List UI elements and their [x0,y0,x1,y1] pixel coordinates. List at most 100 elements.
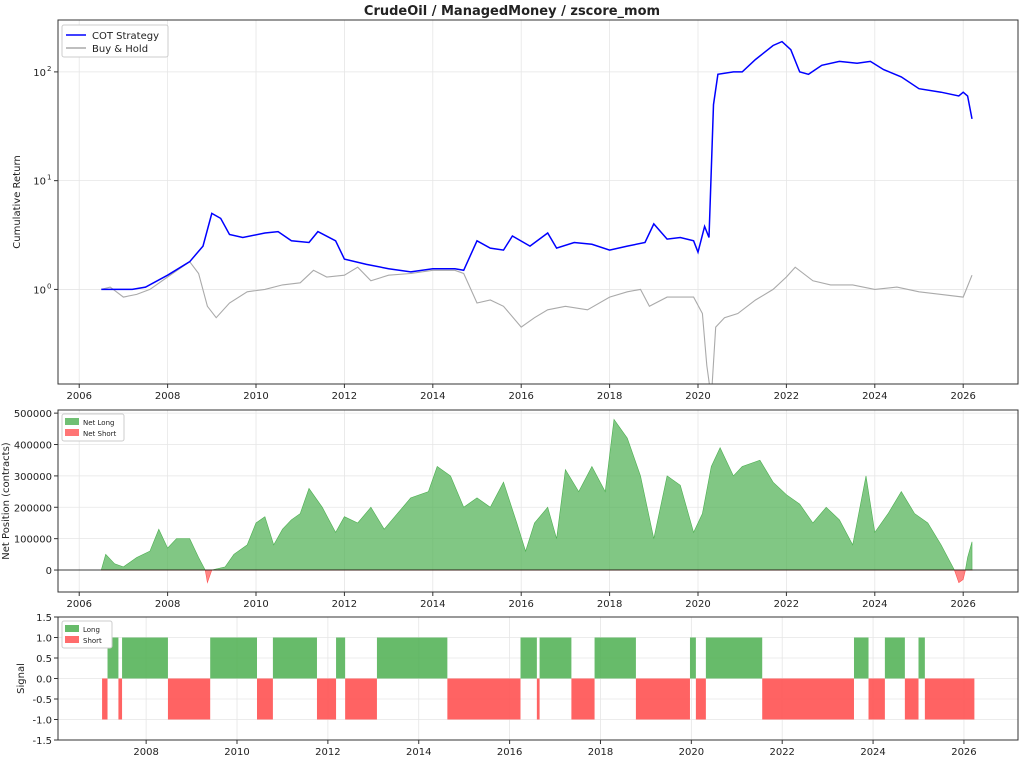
x-tick-label: 2026 [951,747,976,758]
short-signal-bar [924,678,975,720]
short-signal-bar [316,678,337,720]
legend-swatch [65,625,79,632]
legend-swatch [65,636,79,643]
legend-label: Short [83,637,102,645]
long-signal-bar [594,637,636,679]
long-signal-bar [539,637,572,679]
series-line-buyhold [101,260,973,384]
y-tick-exponent: 0 [47,282,51,290]
x-tick-label: 2016 [497,747,522,758]
long-signal-bar [272,637,317,679]
x-tick-label: 2016 [508,391,533,402]
series-line-strategy [101,40,973,291]
short-signal-bar [571,678,595,720]
y-tick-label: 1.5 [36,613,52,624]
net-short-area [100,569,973,584]
short-signal-bar [118,678,123,720]
y-tick-label: 0.5 [36,654,52,665]
y-tick-label: 10 [33,68,46,79]
short-signal-bar [904,678,919,720]
legend-label: Buy & Hold [92,44,148,55]
x-tick-label: 2024 [862,599,887,610]
legend-box [61,24,169,58]
y-axis-label: Signal [16,663,27,694]
legend-swatch [65,429,79,436]
long-signal-bar [705,637,763,679]
y-tick-label: 10 [33,285,46,296]
short-signal-bar [447,678,521,720]
x-tick-label: 2010 [224,747,249,758]
short-signal-bar [345,678,377,720]
y-tick-label: -1.5 [32,736,52,747]
short-signal-bar [536,678,540,720]
x-tick-label: 2024 [860,747,885,758]
y-axis-label: Cumulative Return [12,155,23,248]
x-tick-label: 2012 [332,391,357,402]
long-signal-bar [336,637,346,679]
short-signal-bar [256,678,273,720]
x-tick-label: 2010 [243,599,268,610]
chart-title: CrudeOil / ManagedMoney / zscore_mom [364,4,660,19]
y-tick-label: 500000 [14,409,52,420]
y-axis-label: Net Position (contracts) [1,442,12,559]
axes-frame [57,19,1019,385]
x-tick-label: 2014 [420,599,445,610]
x-tick-label: 2018 [597,599,622,610]
x-tick-label: 2006 [66,391,91,402]
short-signal-bar [635,678,690,720]
x-tick-label: 2012 [315,747,340,758]
legend-label: COT Strategy [92,31,159,42]
y-tick-label: 300000 [14,472,52,483]
x-tick-label: 2014 [420,391,445,402]
y-tick-label: 200000 [14,503,52,514]
x-tick-label: 2008 [155,391,180,402]
long-signal-bar [853,637,869,679]
legend-label: Long [83,626,100,634]
x-tick-label: 2026 [950,599,975,610]
y-tick-label: 0.0 [36,675,52,686]
x-tick-label: 2016 [508,599,533,610]
legend-swatch [65,418,79,425]
x-tick-label: 2026 [950,391,975,402]
axes-frame [57,616,1019,741]
legend-label: Net Short [83,430,117,438]
long-signal-bar [122,637,168,679]
short-signal-bar [762,678,854,720]
x-tick-label: 2020 [685,599,710,610]
long-signal-bar [107,637,119,679]
panel-0 [54,20,1018,388]
y-tick-label: -0.5 [32,695,52,706]
x-tick-label: 2022 [774,391,799,402]
x-tick-label: 2012 [332,599,357,610]
y-tick-label: 1.0 [36,634,52,645]
x-tick-label: 2010 [243,391,268,402]
x-tick-label: 2022 [774,599,799,610]
x-tick-label: 2022 [769,747,794,758]
y-tick-label: 0 [46,566,52,577]
x-tick-label: 2024 [862,391,887,402]
short-signal-bar [695,678,706,720]
x-tick-label: 2018 [597,391,622,402]
long-signal-bar [376,637,448,679]
y-tick-exponent: 1 [47,174,51,182]
x-tick-label: 2020 [685,391,710,402]
long-signal-bar [210,637,257,679]
short-signal-bar [167,678,211,720]
x-tick-label: 2008 [155,599,180,610]
x-tick-label: 2018 [588,747,613,758]
long-signal-bar [689,637,696,679]
y-tick-label: -1.0 [32,716,52,727]
x-tick-label: 2020 [679,747,704,758]
x-tick-label: 2006 [66,599,91,610]
long-signal-bar [520,637,537,679]
x-tick-label: 2014 [406,747,431,758]
y-tick-label: 10 [33,177,46,188]
y-tick-exponent: 2 [47,65,51,73]
y-tick-label: 100000 [14,535,52,546]
short-signal-bar [868,678,885,720]
long-signal-bar [918,637,925,679]
short-signal-bar [102,678,108,720]
legend-label: Net Long [83,419,114,427]
